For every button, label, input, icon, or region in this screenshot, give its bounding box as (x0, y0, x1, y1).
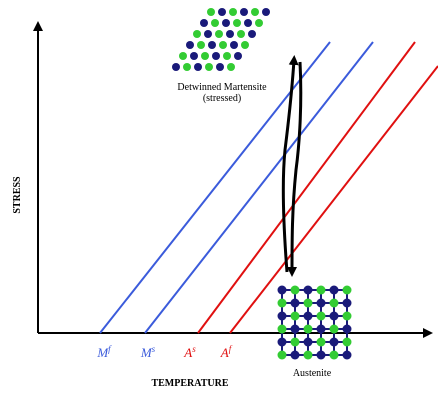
atom (304, 312, 313, 321)
atom (183, 63, 191, 71)
atom (186, 41, 194, 49)
atom (190, 52, 198, 60)
atom (212, 52, 220, 60)
atom (211, 19, 219, 27)
atom (304, 325, 313, 334)
atom (172, 63, 180, 71)
atom (208, 41, 216, 49)
atom (237, 30, 245, 38)
atom (251, 8, 259, 16)
atom (248, 30, 256, 38)
atom (317, 299, 326, 308)
atom (218, 8, 226, 16)
atom (233, 19, 241, 27)
background (0, 0, 438, 403)
atom (291, 351, 300, 360)
atom (343, 299, 352, 308)
atom (240, 8, 248, 16)
atom (317, 325, 326, 334)
atom (222, 19, 230, 27)
atom (317, 312, 326, 321)
atom (229, 8, 237, 16)
atom (255, 19, 263, 27)
martensite-sublabel: (stressed) (203, 93, 241, 104)
atom (205, 63, 213, 71)
x-axis-label: TEMPERATURE (151, 378, 228, 389)
atom (330, 325, 339, 334)
atom (291, 299, 300, 308)
atom (223, 52, 231, 60)
atom (343, 325, 352, 334)
temperature-symbol: A (183, 345, 192, 360)
atom (330, 338, 339, 347)
atom (278, 286, 287, 295)
atom (291, 338, 300, 347)
atom (193, 30, 201, 38)
atom (215, 30, 223, 38)
atom (278, 312, 287, 321)
atom (330, 299, 339, 308)
atom (317, 351, 326, 360)
atom (234, 52, 242, 60)
atom (330, 312, 339, 321)
atom (304, 286, 313, 295)
atom (343, 338, 352, 347)
atom (241, 41, 249, 49)
atom (278, 325, 287, 334)
atom (343, 312, 352, 321)
martensite-label: Detwinned Martensite (177, 82, 267, 93)
atom (204, 30, 212, 38)
atom (207, 8, 215, 16)
temperature-symbol: A (220, 345, 229, 360)
atom (197, 41, 205, 49)
y-axis-label: STRESS (12, 176, 23, 214)
atom (343, 351, 352, 360)
atom (330, 351, 339, 360)
atom (291, 312, 300, 321)
atom (291, 286, 300, 295)
atom (317, 286, 326, 295)
diagram: Detwinned Martensite (stressed) Austenit… (0, 0, 438, 403)
austenite-label: Austenite (293, 368, 332, 379)
atom (330, 286, 339, 295)
atom (226, 30, 234, 38)
atom (304, 351, 313, 360)
atom (216, 63, 224, 71)
atom (244, 19, 252, 27)
temperature-superscript: s (192, 344, 196, 354)
atom (227, 63, 235, 71)
atom (304, 299, 313, 308)
atom (304, 338, 313, 347)
atom (317, 338, 326, 347)
atom (262, 8, 270, 16)
atom (219, 41, 227, 49)
atom (201, 52, 209, 60)
atom (179, 52, 187, 60)
atom (200, 19, 208, 27)
atom (278, 338, 287, 347)
atom (230, 41, 238, 49)
atom (278, 351, 287, 360)
atom (194, 63, 202, 71)
atom (291, 325, 300, 334)
atom (278, 299, 287, 308)
atom (343, 286, 352, 295)
temperature-superscript: s (152, 344, 156, 354)
